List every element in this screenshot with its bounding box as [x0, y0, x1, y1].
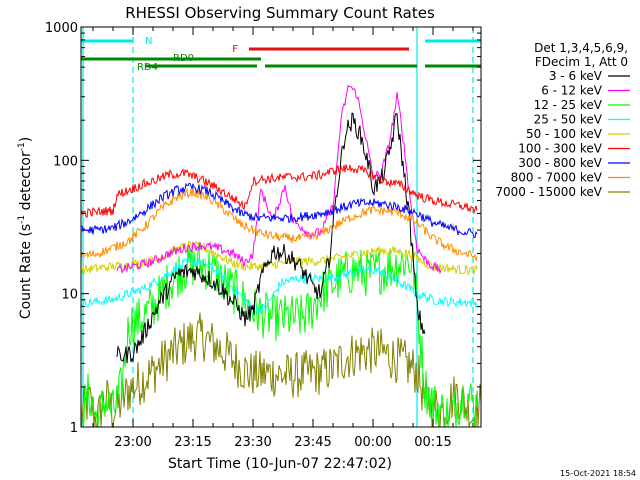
legend-header-line-2: FDecim 1, Att 0 — [535, 55, 628, 69]
legend-label-4: 50 - 100 keV — [526, 127, 603, 141]
legend-label-0: 3 - 6 keV — [549, 69, 603, 83]
series-line-0 — [116, 112, 426, 364]
legend: Det 1,3,4,5,6,9, FDecim 1, Att 0 3 - 6 k… — [495, 41, 630, 199]
plot-frame — [80, 26, 482, 428]
series-line-5 — [80, 164, 478, 219]
flag-label-rd4: RD4 — [137, 62, 158, 73]
series-line-2 — [80, 244, 478, 428]
y-tick-label-2: 100 — [53, 154, 78, 169]
legend-label-3: 25 - 50 keV — [534, 113, 603, 127]
x-tick-label-1: 23:15 — [174, 435, 211, 450]
y-axis-label-mid: detector — [18, 151, 34, 215]
series-line-8 — [80, 312, 482, 429]
y-axis-label: Count Rate (s-1 detector-1) — [17, 137, 34, 319]
y-axis-label-sup1: -1 — [17, 215, 27, 224]
data-series — [80, 84, 482, 429]
x-tick-label-3: 23:45 — [294, 435, 331, 450]
legend-label-1: 6 - 12 keV — [541, 84, 603, 98]
chart-title: RHESSI Observing Summary Count Rates — [125, 4, 435, 22]
x-tick-label-0: 23:00 — [114, 435, 151, 450]
flag-label-n: N — [145, 36, 152, 47]
legend-header-line-1: Det 1,3,4,5,6,9, — [534, 41, 628, 55]
flag-label-rd0: RD0 — [173, 53, 194, 64]
y-tick-label-3: 1000 — [45, 21, 78, 36]
axes: 1 10 100 1000 23:00 23:15 23:30 23:45 00:00 00:15 — [45, 21, 481, 450]
x-axis-label: Start Time (10-Jun-07 22:47:02) — [168, 456, 392, 472]
timestamp: 15-Oct-2021 18:54 — [560, 469, 636, 478]
x-tick-label-4: 00:00 — [354, 435, 391, 450]
y-axis-label-sup2: -1 — [17, 142, 27, 151]
flag-label-f: F — [232, 44, 238, 55]
y-axis-label-main: Count Rate (s — [18, 224, 34, 319]
series-line-7 — [80, 187, 478, 261]
series-line-1 — [116, 84, 442, 275]
y-axis-label-end: ) — [18, 137, 34, 142]
legend-label-8: 7000 - 15000 keV — [495, 185, 602, 199]
series-line-3 — [80, 257, 478, 316]
y-tick-label-1: 10 — [61, 288, 78, 303]
legend-label-5: 100 - 300 keV — [518, 142, 602, 156]
x-tick-label-2: 23:30 — [234, 435, 271, 450]
legend-label-6: 300 - 800 keV — [518, 156, 602, 170]
flag-bars: N F RD0 RD4 — [81, 27, 481, 427]
legend-label-2: 12 - 25 keV — [534, 98, 603, 112]
x-tick-label-5: 00:15 — [414, 435, 451, 450]
legend-label-7: 800 - 7000 keV — [511, 171, 603, 185]
y-tick-label-0: 1 — [70, 421, 78, 436]
series-line-6 — [80, 182, 478, 238]
